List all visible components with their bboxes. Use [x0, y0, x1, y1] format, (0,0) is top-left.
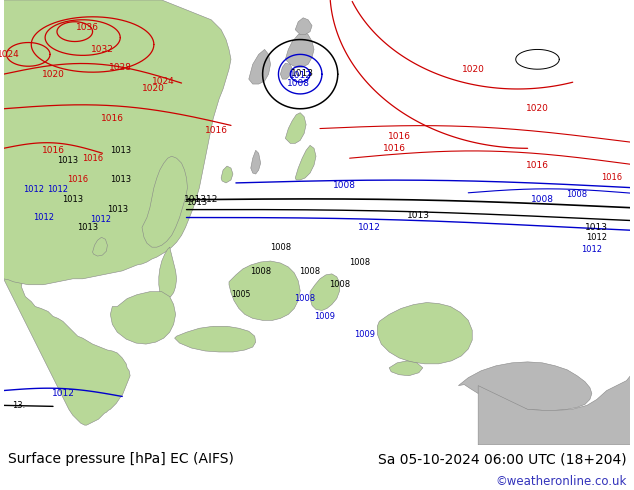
Text: 1016: 1016 [82, 154, 103, 163]
Text: 1016: 1016 [526, 161, 549, 170]
Text: 1016: 1016 [601, 173, 622, 182]
Polygon shape [174, 326, 256, 352]
Text: 1008: 1008 [349, 258, 370, 267]
Polygon shape [110, 292, 176, 344]
Text: 1013: 1013 [110, 175, 131, 184]
Text: 1012: 1012 [586, 233, 607, 242]
Polygon shape [280, 63, 292, 79]
Text: 1024: 1024 [152, 76, 175, 86]
Polygon shape [4, 0, 231, 285]
Text: 1009: 1009 [354, 330, 375, 339]
Text: 1013: 1013 [107, 205, 128, 214]
Text: 1013: 1013 [110, 146, 131, 155]
Text: 1016: 1016 [387, 132, 411, 141]
Text: 1013: 1013 [57, 156, 79, 165]
Text: 1016: 1016 [383, 144, 406, 153]
Polygon shape [295, 146, 316, 180]
Text: 1008: 1008 [566, 190, 588, 199]
Text: 1012: 1012 [51, 389, 74, 398]
Text: 1013: 1013 [290, 69, 314, 77]
Polygon shape [229, 261, 300, 320]
Text: 1013: 1013 [62, 195, 83, 204]
Polygon shape [158, 247, 177, 298]
Polygon shape [377, 302, 472, 364]
Text: Sa 05-10-2024 06:00 UTC (18+204): Sa 05-10-2024 06:00 UTC (18+204) [378, 452, 626, 466]
Polygon shape [221, 166, 233, 183]
Text: 1008: 1008 [287, 78, 310, 88]
Text: 1013: 1013 [77, 223, 98, 232]
Text: 1012: 1012 [90, 215, 111, 224]
Text: 1016: 1016 [41, 146, 65, 155]
Text: 13.: 13. [12, 401, 25, 410]
Text: 1012: 1012 [32, 213, 54, 222]
Polygon shape [389, 361, 423, 376]
Text: 1012: 1012 [288, 71, 312, 80]
Text: 1012: 1012 [48, 185, 68, 195]
Text: 1012: 1012 [23, 185, 44, 195]
Text: 1005: 1005 [231, 290, 250, 299]
Text: 1016: 1016 [67, 175, 88, 184]
Polygon shape [458, 362, 592, 410]
Text: 1008: 1008 [299, 268, 321, 276]
Text: 1016: 1016 [101, 114, 124, 123]
Text: 1020: 1020 [42, 70, 65, 79]
Text: 1032: 1032 [91, 45, 114, 54]
Text: 101312: 101312 [184, 195, 219, 204]
Text: 1024: 1024 [0, 50, 20, 59]
Polygon shape [285, 113, 306, 144]
Text: 1013: 1013 [585, 223, 608, 232]
Text: 1008: 1008 [250, 268, 271, 276]
Text: 1028: 1028 [109, 63, 132, 72]
Text: 1008: 1008 [295, 294, 316, 303]
Polygon shape [93, 237, 107, 256]
Text: 1008: 1008 [333, 181, 356, 191]
Polygon shape [478, 376, 630, 445]
Text: 1013: 1013 [186, 198, 207, 207]
Text: Surface pressure [hPa] EC (AIFS): Surface pressure [hPa] EC (AIFS) [8, 452, 233, 466]
Polygon shape [310, 274, 340, 311]
Text: 1009: 1009 [314, 312, 335, 321]
Polygon shape [4, 0, 130, 425]
Text: 1036: 1036 [76, 23, 99, 32]
Text: 1020: 1020 [526, 104, 549, 113]
Text: 1012: 1012 [358, 223, 381, 232]
Text: 1016: 1016 [205, 126, 228, 135]
Text: 1008: 1008 [531, 195, 554, 204]
Text: 1008: 1008 [329, 280, 351, 289]
Polygon shape [251, 150, 261, 174]
Text: 1020: 1020 [462, 65, 484, 74]
Polygon shape [295, 18, 312, 35]
Polygon shape [249, 49, 271, 84]
Text: ©weatheronline.co.uk: ©weatheronline.co.uk [495, 475, 626, 489]
Polygon shape [142, 156, 188, 247]
Text: 1020: 1020 [143, 84, 165, 94]
Polygon shape [285, 32, 314, 67]
Text: 1013: 1013 [407, 211, 430, 220]
Text: 1008: 1008 [270, 243, 291, 252]
Text: 1012: 1012 [581, 245, 602, 254]
